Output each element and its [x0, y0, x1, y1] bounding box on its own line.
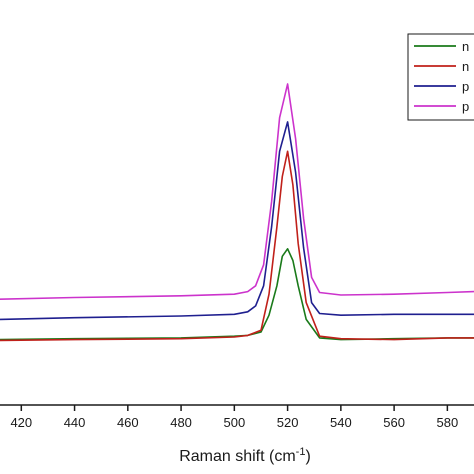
x-axis-title-suffix: ) [305, 448, 310, 465]
legend-label-4: p [462, 99, 469, 114]
x-tick-label: 520 [277, 415, 299, 430]
x-axis-title: Raman shift (cm-1) [179, 446, 311, 465]
x-tick-label: 420 [10, 415, 32, 430]
series-line-2 [0, 150, 474, 342]
x-tick-label: 580 [437, 415, 459, 430]
x-axis-title-main: Raman shift (cm [179, 448, 295, 465]
x-tick-label: 460 [117, 415, 139, 430]
x-tick-label: 480 [170, 415, 192, 430]
series-layer [0, 83, 474, 342]
x-axis-title-superscript: -1 [296, 446, 306, 458]
x-tick-label: 540 [330, 415, 352, 430]
x-tick-label: 560 [383, 415, 405, 430]
legend-label-3: p [462, 79, 469, 94]
x-axis-ticks: 420 440 460 480 500 520 540 560 580 [10, 405, 458, 430]
series-line-3 [0, 121, 474, 321]
x-tick-label: 440 [64, 415, 86, 430]
x-tick-label: 500 [223, 415, 245, 430]
legend-label-1: n [462, 39, 469, 54]
series-line-4 [0, 83, 474, 300]
legend-label-2: n [462, 59, 469, 74]
